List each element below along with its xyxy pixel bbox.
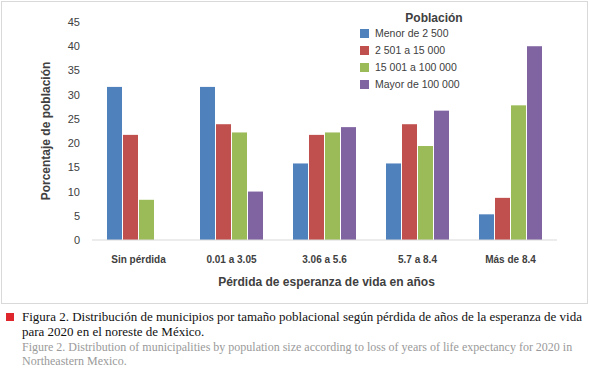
tick-mark (89, 215, 92, 216)
bar (434, 111, 449, 240)
y-tick-label: 20 (68, 137, 80, 149)
bar (232, 132, 247, 240)
y-tick-label: 0 (74, 234, 80, 246)
bar (107, 87, 122, 240)
legend-swatch (360, 29, 369, 38)
legend-label: 15 001 a 100 000 (375, 61, 457, 73)
tick-mark (89, 191, 92, 192)
tick-mark (89, 143, 92, 144)
bar (123, 135, 138, 240)
chart-frame (2, 2, 588, 304)
legend-label: Mayor de 100 000 (375, 78, 460, 90)
legend-label: Menor de 2 500 (375, 27, 449, 39)
bar (418, 146, 433, 240)
bar (402, 124, 417, 240)
y-tick-label: 45 (68, 16, 80, 28)
caption: Figura 2. Distribución de municipios por… (22, 309, 582, 339)
legend-swatch (360, 80, 369, 89)
bar (511, 105, 526, 240)
caption-en: Figure 2. Distribution of municipalities… (22, 340, 582, 368)
bar (293, 163, 308, 240)
bar (325, 132, 340, 240)
y-axis-title: Porcentaje de población (39, 62, 53, 201)
tick-mark (89, 167, 92, 168)
y-tick-label: 30 (68, 89, 80, 101)
bar (216, 124, 231, 240)
bar (479, 214, 494, 240)
x-tick-label: Sin pérdida (111, 254, 166, 265)
tick-mark (89, 22, 92, 23)
y-tick-label: 10 (68, 186, 80, 198)
bar (527, 46, 542, 240)
bar (309, 135, 324, 240)
tick-mark (89, 70, 92, 71)
caption-bullet (6, 313, 14, 321)
tick-mark (89, 46, 92, 47)
bar (341, 127, 356, 240)
x-axis-line (92, 240, 557, 241)
legend-label: 2 501 a 15 000 (375, 44, 445, 56)
x-tick-label: 3.06 a 5.6 (302, 254, 347, 265)
y-tick-label: 5 (74, 210, 80, 222)
bar (495, 198, 510, 240)
y-tick-label: 40 (68, 40, 80, 52)
x-tick-label: 0.01 a 3.05 (206, 254, 256, 265)
tick-mark (89, 118, 92, 119)
x-tick-label: Más de 8.4 (485, 254, 536, 265)
bar (248, 192, 263, 240)
tick-mark (89, 94, 92, 95)
x-tick-label: 5.7 a 8.4 (398, 254, 437, 265)
bar (200, 87, 215, 240)
caption-block: Figura 2. Distribución de municipios por… (22, 309, 582, 368)
tick-mark (89, 240, 92, 241)
bar (386, 163, 401, 240)
y-tick-label: 35 (68, 64, 80, 76)
legend: Población Menor de 2 500 2 501 a 15 000 15 … (360, 11, 463, 90)
x-axis-title: Pérdida de esperanza de vida en años (218, 275, 435, 289)
legend-title: Población (405, 11, 462, 25)
y-tick-label: 25 (68, 113, 80, 125)
legend-swatch (360, 63, 369, 72)
legend-swatch (360, 46, 369, 55)
bars (107, 46, 542, 240)
chart: 0 5 10 15 20 25 30 35 40 45 Sin pérdida 0.01 a 3.05… (0, 0, 589, 306)
y-tick-label: 15 (68, 161, 80, 173)
bar (139, 200, 154, 240)
